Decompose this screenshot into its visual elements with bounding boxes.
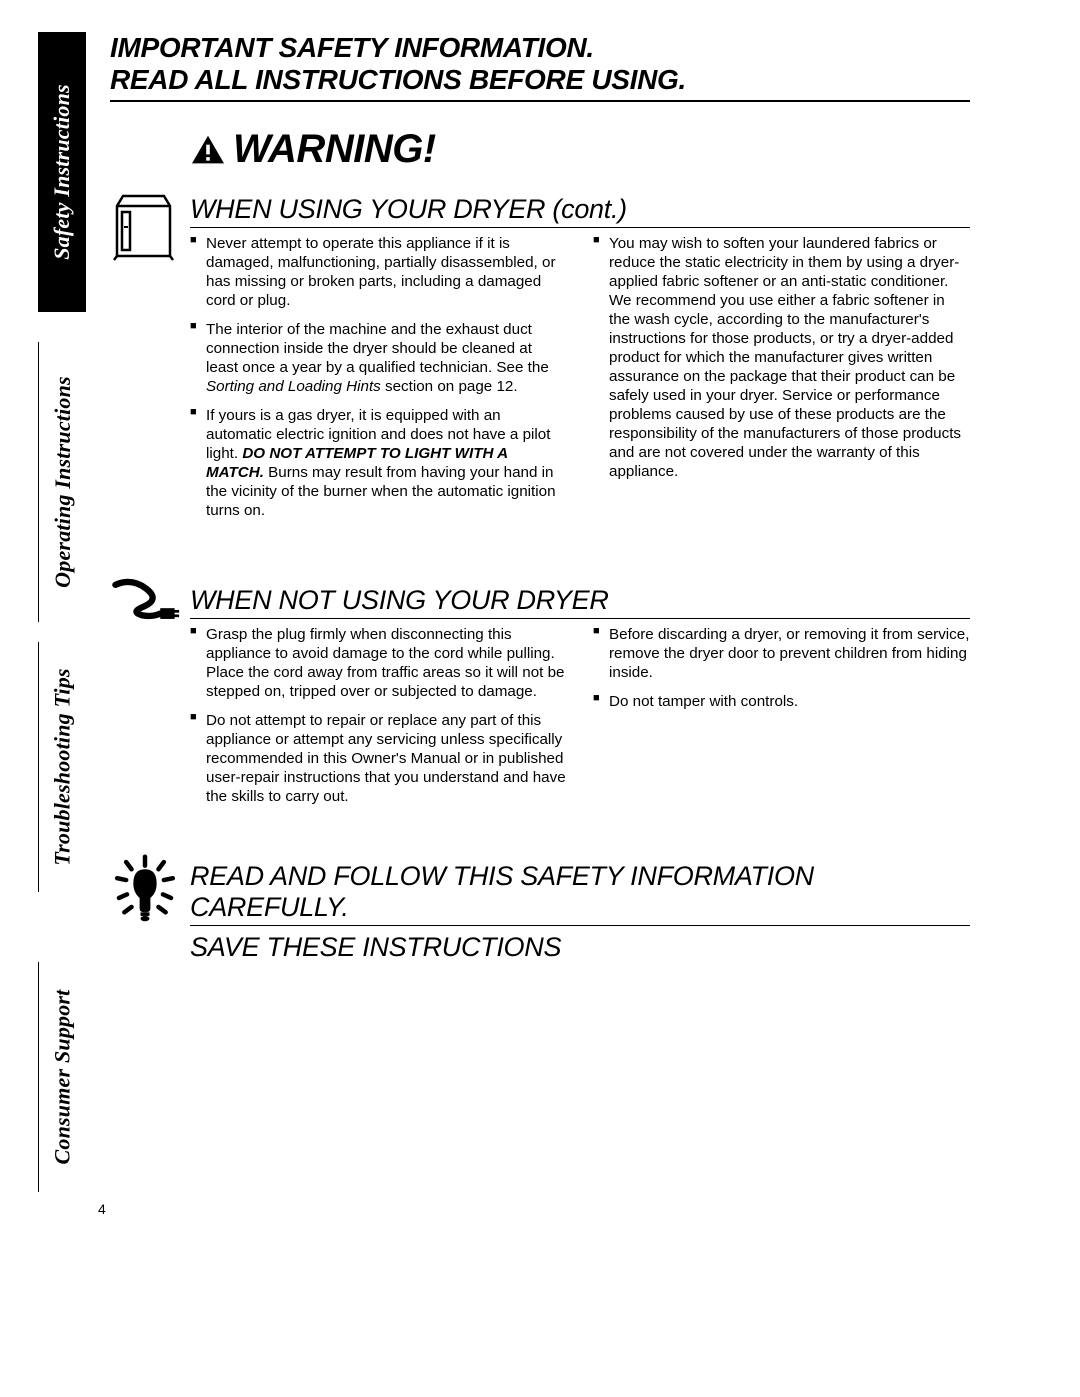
bullet-list-left: Grasp the plug firmly when disconnecting… (190, 625, 567, 806)
warning-heading: WARNING! (190, 127, 970, 172)
bullet-item: Grasp the plug firmly when disconnecting… (190, 625, 567, 701)
bullet-item: Never attempt to operate this appliance … (190, 234, 567, 310)
two-column-text: Grasp the plug firmly when disconnecting… (190, 625, 970, 816)
page: Safety Instructions Operating Instructio… (0, 0, 1080, 1397)
main-content: IMPORTANT SAFETY INFORMATION. READ ALL I… (110, 32, 970, 963)
header-line2: READ ALL INSTRUCTIONS BEFORE USING. (110, 64, 686, 95)
two-column-text: Never attempt to operate this appliance … (190, 234, 970, 530)
section-using-dryer: WHEN USING YOUR DRYER (cont.) Never atte… (110, 194, 970, 530)
page-number: 4 (98, 1201, 106, 1217)
bullet-item: You may wish to soften your laundered fa… (593, 234, 970, 481)
bullet-list-right: Before discarding a dryer, or removing i… (593, 625, 970, 711)
warning-triangle-icon (190, 134, 226, 166)
final-heading-1: READ AND FOLLOW THIS SAFETY INFORMATION … (190, 861, 970, 926)
warning-text: WARNING! (233, 127, 436, 172)
tab-label: Troubleshooting Tips (50, 668, 76, 865)
tab-label: Operating Instructions (50, 376, 76, 588)
section-title: WHEN USING YOUR DRYER (cont.) (190, 194, 970, 228)
sidebar-tabs: Safety Instructions Operating Instructio… (38, 32, 86, 1232)
lightbulb-icon (110, 849, 180, 929)
tab-troubleshooting-tips[interactable]: Troubleshooting Tips (38, 642, 86, 892)
bullet-item: Before discarding a dryer, or removing i… (593, 625, 970, 682)
tab-label: Consumer Support (50, 990, 76, 1165)
page-header: IMPORTANT SAFETY INFORMATION. READ ALL I… (110, 32, 970, 102)
section-final: READ AND FOLLOW THIS SAFETY INFORMATION … (110, 861, 970, 963)
bullet-item: If yours is a gas dryer, it is equipped … (190, 406, 567, 520)
tab-consumer-support[interactable]: Consumer Support (38, 962, 86, 1192)
tab-safety-instructions[interactable]: Safety Instructions (38, 32, 86, 312)
section-not-using-dryer: WHEN NOT USING YOUR DRYER Grasp the plug… (110, 585, 970, 816)
header-line1: IMPORTANT SAFETY INFORMATION. (110, 32, 594, 63)
bullet-item: The interior of the machine and the exha… (190, 320, 567, 396)
final-heading-2: SAVE THESE INSTRUCTIONS (190, 932, 970, 963)
bullet-list-right: You may wish to soften your laundered fa… (593, 234, 970, 481)
cord-plug-icon (110, 573, 180, 629)
bullet-item: Do not attempt to repair or replace any … (190, 711, 567, 806)
dryer-icon (110, 190, 180, 262)
bullet-item: Do not tamper with controls. (593, 692, 970, 711)
tab-label: Safety Instructions (49, 84, 75, 260)
section-title: WHEN NOT USING YOUR DRYER (190, 585, 970, 619)
bullet-list-left: Never attempt to operate this appliance … (190, 234, 567, 520)
tab-operating-instructions[interactable]: Operating Instructions (38, 342, 86, 622)
